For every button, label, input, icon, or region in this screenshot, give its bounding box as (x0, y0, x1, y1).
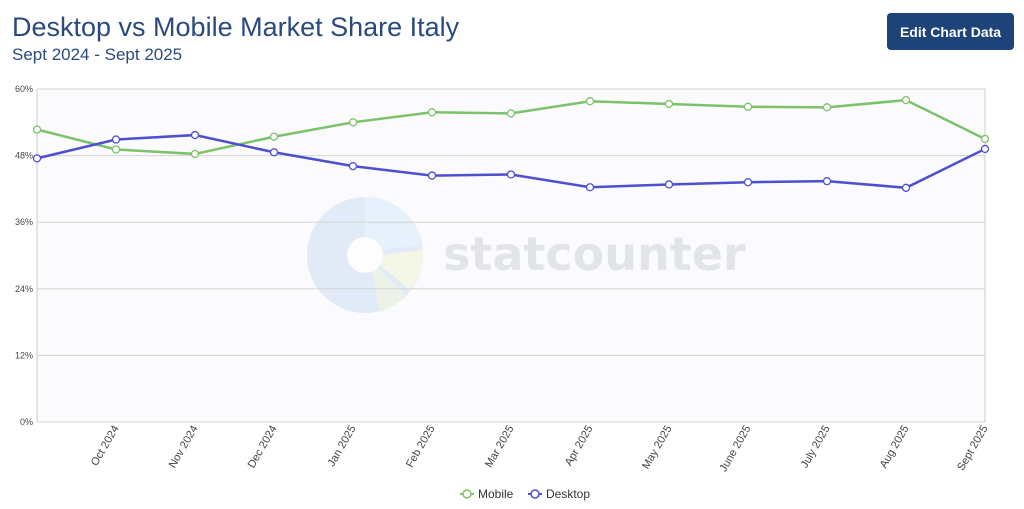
watermark-text: statcounter (443, 227, 746, 281)
data-point-desktop[interactable] (822, 176, 832, 186)
data-point-mobile[interactable] (901, 95, 911, 105)
data-point-desktop[interactable] (269, 148, 279, 157)
edit-chart-data-button[interactable]: Edit Chart Data (887, 13, 1014, 50)
y-tick-label: 36% (15, 217, 33, 227)
legend-item-desktop[interactable]: Desktop (528, 487, 590, 501)
y-tick-label: 12% (15, 350, 33, 360)
data-point-mobile[interactable] (427, 108, 437, 117)
x-tick-label: Jan 2025 (326, 424, 359, 469)
data-point-mobile[interactable] (111, 145, 121, 154)
data-point-desktop[interactable] (743, 178, 753, 187)
data-point-mobile[interactable] (822, 103, 832, 112)
data-point-mobile[interactable] (980, 134, 990, 144)
y-tick-label: 48% (15, 151, 33, 161)
x-tick-label: Feb 2025 (404, 424, 438, 470)
legend-item-mobile[interactable]: Mobile (460, 487, 514, 501)
data-point-desktop[interactable] (427, 171, 437, 180)
data-point-mobile[interactable] (348, 118, 358, 127)
y-tick-label: 0% (20, 417, 33, 427)
data-point-desktop[interactable] (980, 144, 990, 154)
data-point-mobile[interactable] (585, 97, 595, 106)
legend: Mobile Desktop (460, 487, 590, 501)
x-tick-label: Aug 2025 (878, 424, 912, 471)
x-tick-label: Apr 2025 (563, 424, 596, 469)
y-tick-label: 24% (15, 284, 33, 294)
data-point-mobile[interactable] (190, 149, 200, 159)
plot-area (37, 89, 985, 422)
data-point-mobile[interactable] (269, 132, 279, 141)
data-point-desktop[interactable] (111, 135, 121, 144)
x-tick-label: Mar 2025 (483, 424, 517, 470)
x-tick-label: May 2025 (640, 424, 675, 472)
data-point-desktop[interactable] (585, 183, 595, 192)
x-tick-label: Dec 2024 (246, 424, 280, 471)
y-tick-label: 60% (15, 84, 33, 94)
data-point-mobile[interactable] (664, 99, 674, 109)
data-point-desktop[interactable] (190, 130, 200, 140)
x-tick-label: June 2025 (718, 424, 754, 475)
legend-label-desktop: Desktop (546, 487, 590, 501)
x-tick-label: July 2025 (799, 424, 833, 471)
data-point-desktop[interactable] (664, 180, 674, 189)
page-subtitle: Sept 2024 - Sept 2025 (12, 45, 183, 64)
x-tick-label: Sept 2025 (955, 424, 990, 473)
x-tick-label: Oct 2024 (89, 424, 122, 469)
data-point-desktop[interactable] (901, 183, 911, 192)
legend-label-mobile: Mobile (478, 487, 514, 501)
page-title: Desktop vs Mobile Market Share Italy (12, 12, 460, 42)
data-point-mobile[interactable] (32, 125, 42, 134)
x-tick-label: Nov 2024 (167, 424, 201, 471)
watermark-logo: statcounter (307, 196, 746, 313)
data-point-mobile[interactable] (506, 109, 516, 118)
data-point-desktop[interactable] (32, 154, 42, 163)
data-point-mobile[interactable] (743, 102, 753, 111)
data-point-desktop[interactable] (348, 161, 358, 171)
data-point-desktop[interactable] (506, 170, 516, 179)
